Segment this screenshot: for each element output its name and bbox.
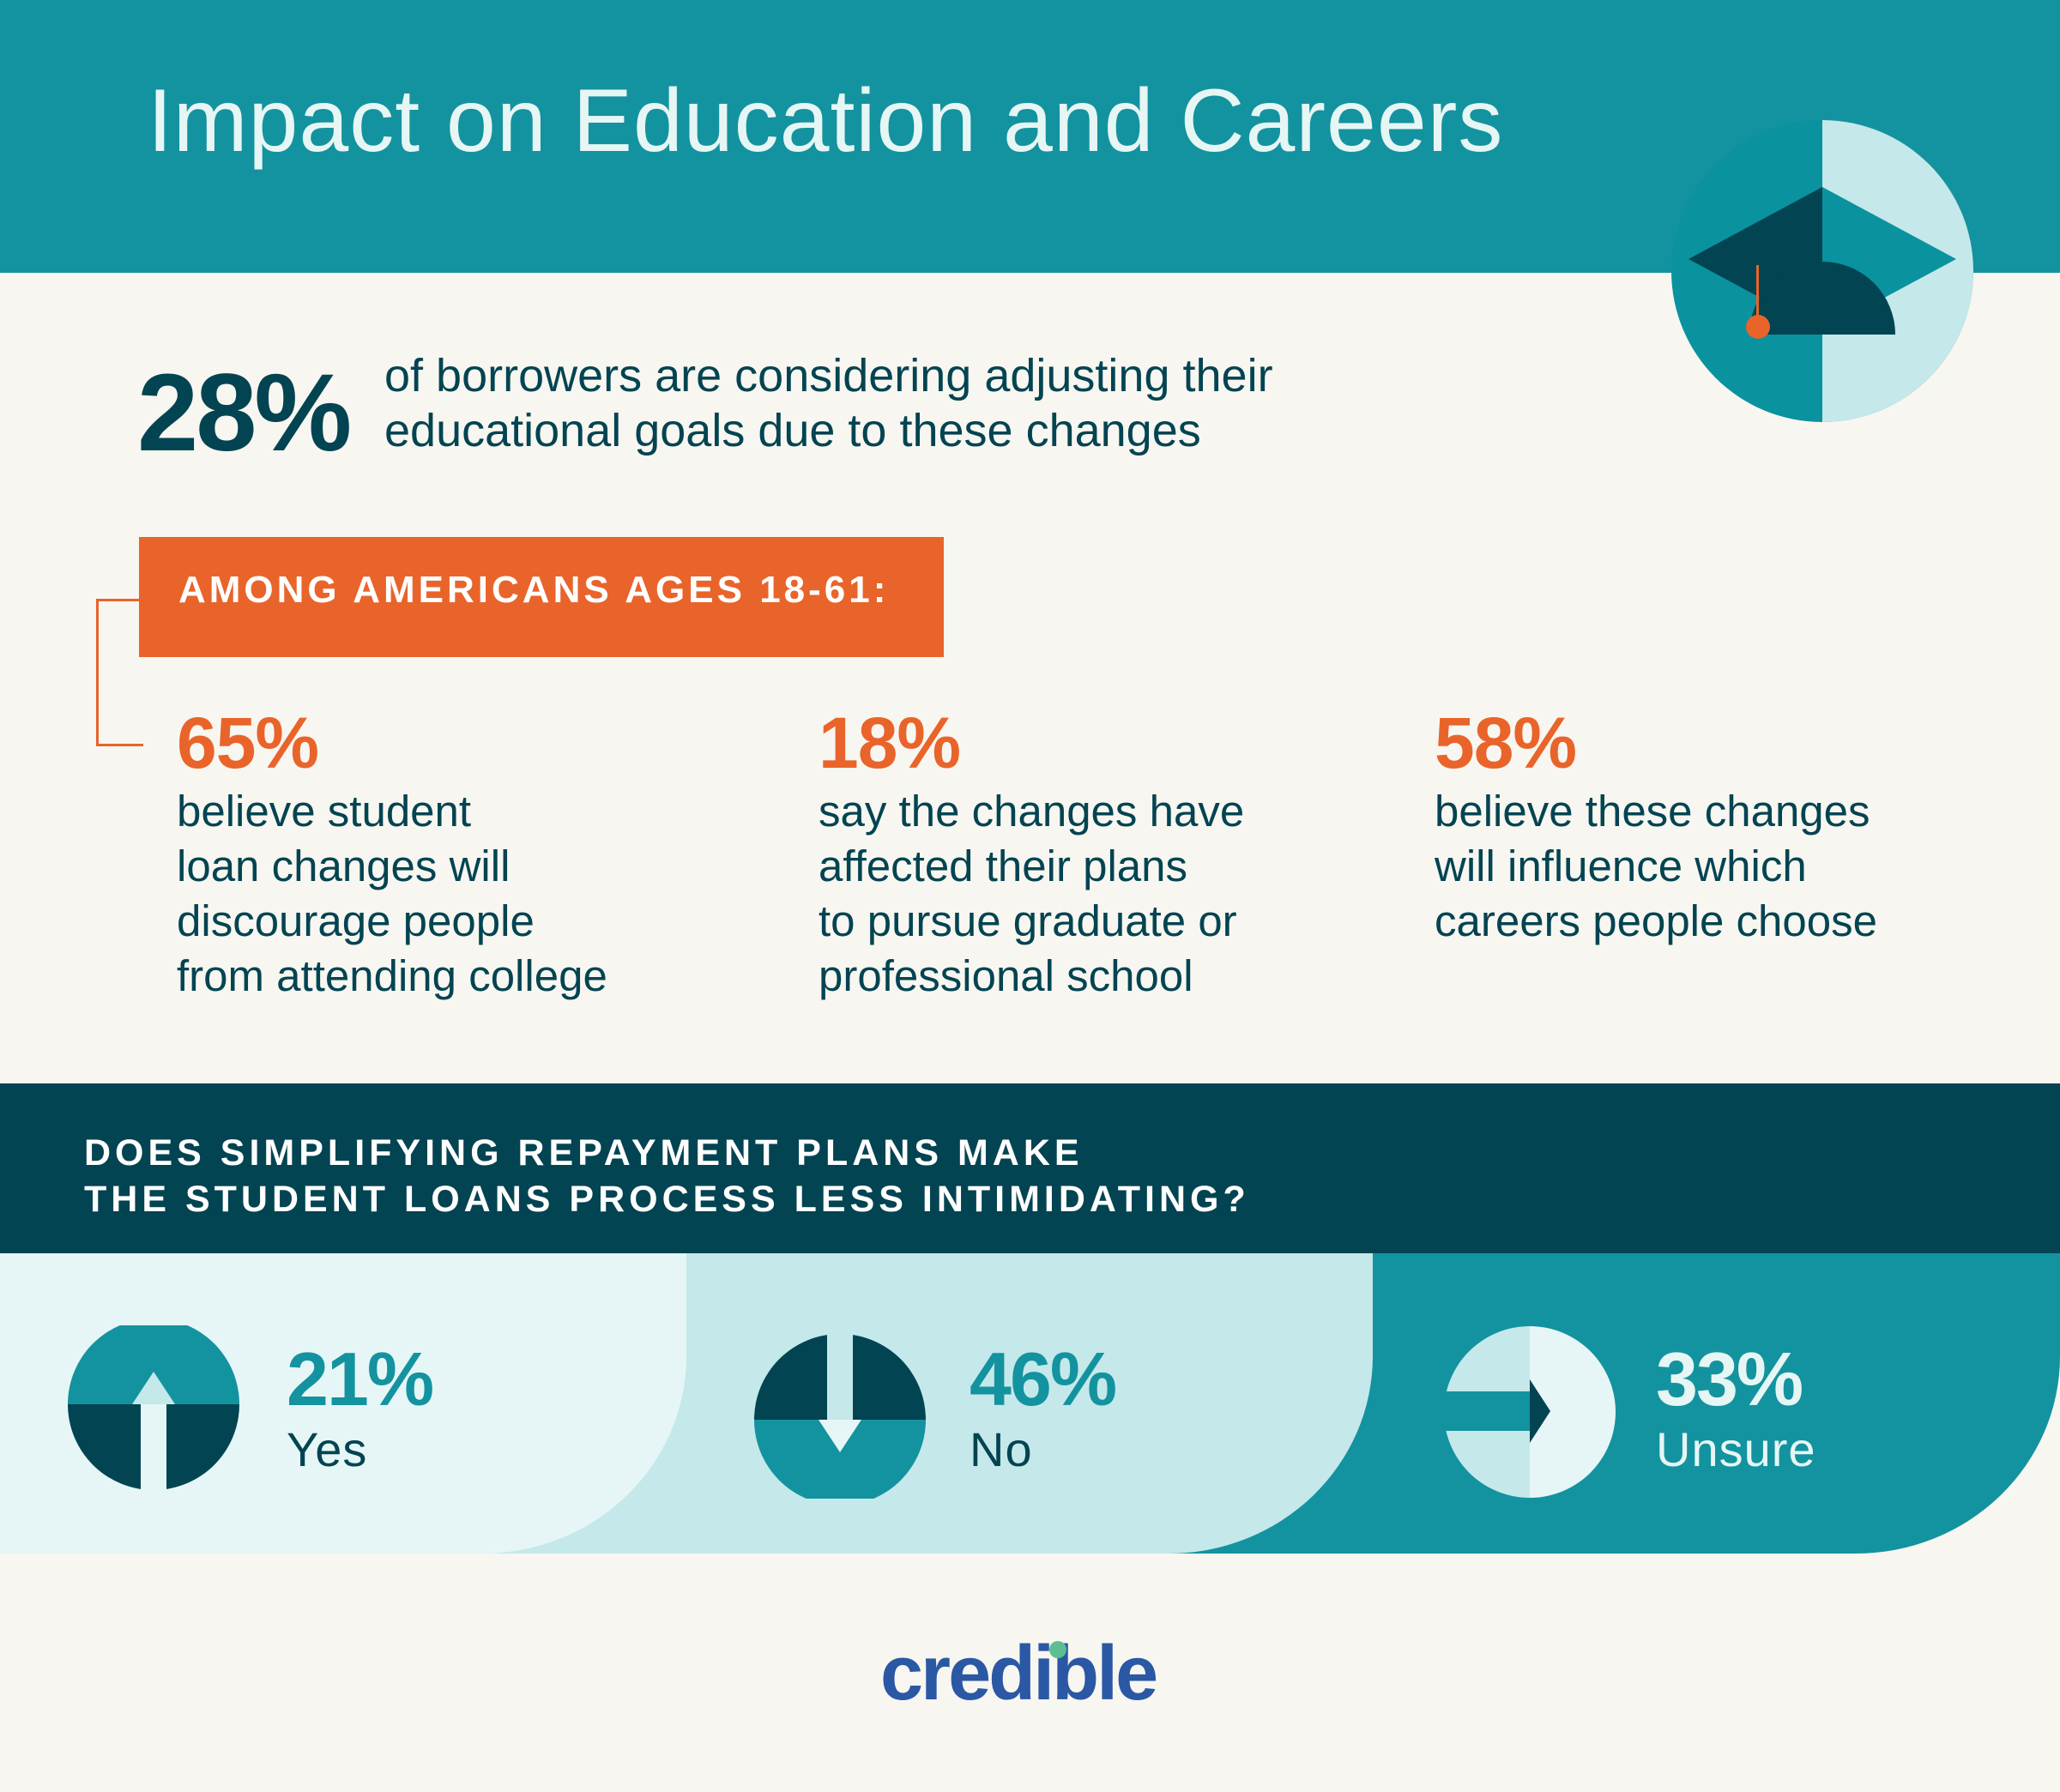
answer-value: 21% <box>287 1336 434 1421</box>
bracket-connector <box>96 599 143 746</box>
stat-column-3: 58% believe these changes will influence… <box>1435 702 1877 949</box>
answer-label: Yes <box>287 1422 368 1476</box>
question-bar: DOES SIMPLIFYING REPAYMENT PLANS MAKE TH… <box>0 1083 2060 1253</box>
stat-value: 58% <box>1435 703 1577 783</box>
question-text: DOES SIMPLIFYING REPAYMENT PLANS MAKE TH… <box>84 1132 1250 1220</box>
answers-band: 21% Yes 46% No 33% Unsure <box>0 1253 2060 1554</box>
arrow-right-icon <box>1443 1326 1616 1498</box>
demographic-banner: AMONG AMERICANS AGES 18-61: <box>139 537 944 657</box>
arrow-down-icon <box>754 1325 926 1499</box>
answer-no: 46% No <box>686 1253 1373 1554</box>
stat-description: believe these changes will influence whi… <box>1435 787 1878 945</box>
headline-stat-description: of borrowers are considering adjusting t… <box>384 350 1273 456</box>
banner-label: AMONG AMERICANS AGES 18-61: <box>178 569 890 611</box>
answer-value: 33% <box>1656 1336 1803 1421</box>
graduation-cap-icon <box>1671 120 1973 422</box>
answer-yes: 21% Yes <box>0 1253 686 1554</box>
page-title: Impact on Education and Careers <box>148 71 1504 171</box>
stat-value: 18% <box>819 703 961 783</box>
credible-logo: credible <box>880 1631 1158 1717</box>
headline-stat-value: 28% <box>137 352 352 474</box>
stat-column-1: 65% believe student loan changes will di… <box>177 702 607 1004</box>
stat-description: say the changes have affected their plan… <box>819 787 1245 1000</box>
answer-label: Unsure <box>1656 1422 1816 1476</box>
stat-value: 65% <box>177 703 319 783</box>
arrow-up-icon <box>68 1325 239 1499</box>
logo-dot-icon <box>1049 1641 1066 1658</box>
answer-unsure: 33% Unsure <box>1373 1253 2060 1554</box>
answer-label: No <box>970 1422 1033 1476</box>
answer-value: 46% <box>970 1336 1117 1421</box>
stat-description: believe student loan changes will discou… <box>177 787 607 1000</box>
stat-column-2: 18% say the changes have affected their … <box>819 702 1244 1004</box>
